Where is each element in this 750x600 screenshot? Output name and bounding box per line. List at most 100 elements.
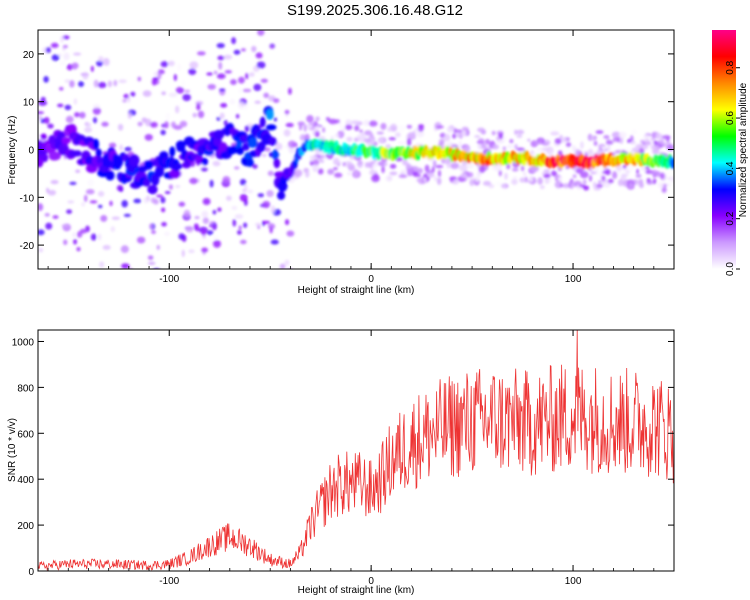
snr-frame — [37, 329, 675, 572]
spectrogram-noise-blob — [59, 35, 64, 43]
spectrogram-noise-blob — [45, 46, 51, 54]
spectrogram-noise-blob — [319, 119, 327, 123]
snr-y-tick-label: 800 — [17, 383, 34, 394]
spectrogram-noise-blob — [196, 51, 206, 56]
spectrogram-noise-blob — [611, 171, 618, 179]
spectrogram-noise-blob — [325, 152, 334, 160]
spectrogram-noise-blob — [103, 58, 110, 66]
spectrogram-noise-blob — [617, 179, 624, 187]
spectrogram-noise-blob — [79, 111, 86, 119]
spectrogram-noise-blob — [38, 247, 44, 253]
spectrogram-noise-blob — [436, 177, 442, 185]
spectrogram-noise-blob — [66, 209, 73, 214]
spectrogram-noise-blob — [84, 127, 93, 133]
spectrogram-noise-blob — [511, 178, 518, 185]
spectrogram-noise-blob — [257, 30, 265, 36]
spectrogram-noise-blob — [119, 144, 123, 151]
spectrogram-noise-blob — [572, 144, 576, 151]
spectrogram-blobs — [38, 30, 674, 269]
spectrogram-noise-blob — [175, 105, 180, 114]
spectrogram-noise-blob — [160, 61, 169, 68]
spectrogram-noise-blob — [90, 65, 94, 72]
spectrogram-y-ticks: 20 10 0 -10 -20 — [20, 50, 674, 252]
spectrogram-noise-blob — [69, 80, 75, 88]
spectrogram-noise-blob — [339, 125, 346, 130]
spectrogram-noise-blob — [165, 112, 171, 121]
spectrogram-noise-blob — [413, 166, 419, 172]
spectrogram-noise-blob — [337, 130, 345, 139]
spectrogram-noise-blob — [92, 117, 98, 124]
spectrogram-noise-blob — [452, 133, 457, 139]
spectrogram-y-label: Frequency (Hz) — [7, 116, 18, 185]
spectrogram-noise-blob — [338, 155, 344, 164]
spectrogram-noise-blob — [40, 118, 46, 124]
spectrogram-ridge-blob — [277, 180, 288, 192]
spectrogram-noise-blob — [246, 189, 254, 194]
spectrogram-noise-blob — [636, 168, 640, 174]
spectrogram-noise-blob — [189, 61, 199, 69]
spectrogram-noise-blob — [622, 164, 627, 169]
spectrogram-noise-blob — [312, 159, 320, 166]
spectrogram-noise-blob — [506, 163, 511, 170]
spectrogram-noise-blob — [579, 171, 589, 179]
snr-background — [38, 330, 674, 571]
spectrogram-noise-blob — [109, 200, 113, 206]
spectrogram-noise-blob — [57, 103, 64, 108]
spectrogram-noise-blob — [482, 180, 492, 186]
spectrogram-noise-blob — [38, 115, 43, 120]
spectrogram-noise-blob — [562, 183, 570, 189]
spectrogram-noise-blob — [173, 74, 177, 81]
spectrogram-noise-blob — [189, 177, 198, 185]
spectrogram-noise-blob — [78, 81, 85, 87]
spectrogram-noise-blob — [458, 140, 462, 148]
spectrogram-noise-blob — [136, 236, 146, 244]
spectrogram-noise-blob — [146, 195, 150, 202]
spectrogram-x-tick-label: 0 — [368, 274, 374, 285]
colorbar-tick-label: 0.4 — [725, 161, 736, 175]
spectrogram-noise-blob — [432, 160, 437, 167]
colorbar-tick-label: 0.2 — [725, 211, 736, 225]
spectrogram-noise-blob — [452, 179, 459, 185]
spectrogram-noise-blob — [168, 184, 173, 190]
spectrogram-noise-blob — [50, 180, 59, 185]
spectrogram-noise-blob — [85, 189, 95, 195]
spectrogram-noise-blob — [216, 42, 225, 49]
spectrogram-noise-blob — [38, 111, 45, 115]
spectrogram-noise-blob — [601, 146, 607, 151]
spectrogram-noise-blob — [522, 171, 527, 176]
spectrogram-ridge-blob — [42, 153, 49, 163]
spectrogram-noise-blob — [407, 132, 416, 141]
spectrogram-noise-blob — [666, 144, 674, 152]
spectrogram-noise-blob — [223, 119, 228, 126]
spectrogram-noise-blob — [75, 169, 81, 174]
spectrogram-noise-blob — [443, 158, 452, 165]
spectrogram-noise-blob — [173, 125, 183, 130]
spectrogram-noise-blob — [284, 109, 290, 115]
spectrogram-noise-blob — [200, 167, 208, 172]
spectrogram-noise-blob — [267, 223, 276, 230]
spectrogram-noise-blob — [550, 131, 560, 136]
spectrogram-noise-blob — [536, 147, 543, 152]
spectrogram-noise-blob — [149, 121, 158, 128]
spectrogram-ridge-blob — [671, 158, 674, 169]
spectrogram-noise-blob — [659, 138, 665, 146]
spectrogram-noise-blob — [217, 207, 222, 212]
spectrogram-noise-blob — [85, 122, 92, 128]
spectrogram-noise-blob — [142, 90, 152, 97]
spectrogram-noise-blob — [453, 129, 463, 133]
spectrogram-noise-blob — [71, 62, 79, 69]
spectrogram-noise-blob — [498, 163, 502, 171]
spectrogram-noise-blob — [640, 148, 644, 154]
spectrogram-noise-blob — [238, 76, 245, 84]
spectrogram-noise-blob — [669, 176, 674, 183]
spectrogram-noise-blob — [334, 172, 343, 178]
snr-series-line — [38, 330, 674, 571]
spectrogram-noise-blob — [438, 139, 445, 144]
spectrogram-noise-blob — [267, 170, 274, 177]
spectrogram-noise-blob — [201, 228, 207, 236]
spectrogram-noise-blob — [254, 222, 262, 227]
spectrogram-noise-blob — [398, 174, 408, 179]
spectrogram-noise-blob — [460, 128, 468, 137]
spectrogram-noise-blob — [406, 124, 413, 129]
